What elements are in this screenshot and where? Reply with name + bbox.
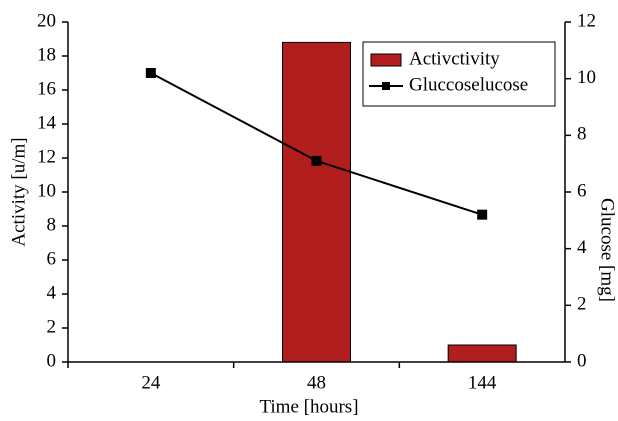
y-tick-label: 14 [37, 112, 57, 133]
y2-tick-label: 6 [577, 180, 587, 201]
marker [477, 209, 488, 220]
x-tick-label: 144 [468, 372, 497, 393]
legend-marker [382, 82, 390, 90]
y-tick-label: 10 [37, 180, 56, 201]
y-tick-label: 2 [47, 316, 57, 337]
y-tick-label: 6 [47, 248, 57, 269]
y-tick-label: 8 [47, 214, 57, 235]
y2-tick-label: 10 [577, 67, 596, 88]
y-tick-label: 18 [37, 44, 56, 65]
x-axis-title: Time [hours] [259, 396, 358, 417]
legend-label: Activctivity [409, 48, 500, 69]
y2-tick-label: 4 [577, 237, 587, 258]
bar [282, 41, 351, 363]
y-tick-label: 4 [47, 282, 57, 303]
marker [145, 68, 156, 78]
y2-tick-label: 8 [577, 124, 587, 145]
bar [447, 344, 517, 363]
y2-tick-label: 12 [577, 10, 596, 31]
y-tick-label: 20 [37, 10, 56, 31]
legend-box [362, 41, 556, 107]
x-tick-label: 48 [307, 372, 326, 393]
y-axis-title: Activity [u/m] [8, 137, 29, 246]
y-tick-label: 0 [47, 350, 57, 371]
y2-axis-title: Glucose [mg] [597, 198, 618, 302]
legend-label: Gluccoselucose [409, 74, 528, 95]
x-tick-label: 24 [141, 372, 161, 393]
marker [311, 155, 322, 166]
legend-swatch [370, 53, 402, 67]
y2-tick-label: 2 [577, 294, 587, 315]
y-tick-label: 12 [37, 146, 56, 167]
y-tick-label: 16 [37, 78, 56, 99]
y2-tick-label: 0 [577, 350, 587, 371]
